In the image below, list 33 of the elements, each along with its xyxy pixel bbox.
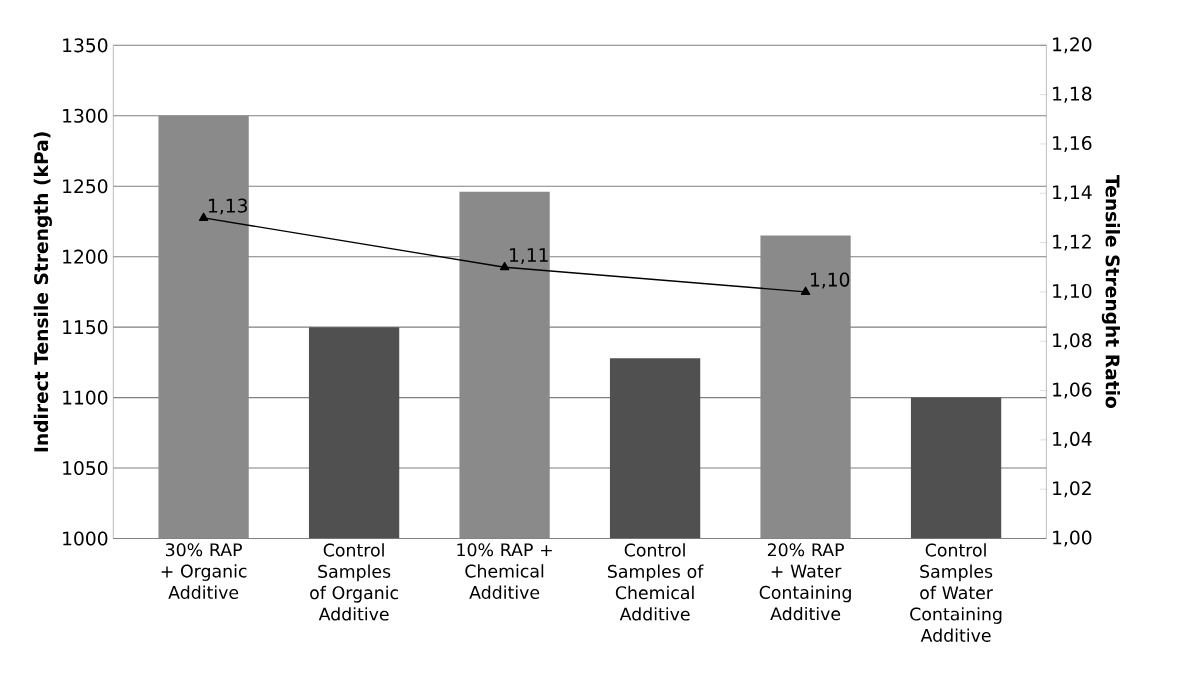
y2-axis-title: Tensile Strenght Ratio	[1101, 174, 1120, 408]
x-tick-label: 30% RAP + Organic Additive	[161, 543, 247, 599]
y-tick-label: 1100	[63, 390, 108, 405]
y2-tick-label: 1,06	[1053, 382, 1092, 399]
y2-tick-label: 1,02	[1053, 480, 1091, 497]
y-tick-label: 1250	[63, 178, 108, 194]
x-tick-label: Control Samples of Organic Additive	[310, 542, 398, 621]
y2-tick-label: 1,14	[1053, 185, 1092, 201]
x-tick-label: Control Samples of Chemical Additive	[608, 542, 704, 621]
y2-tick-label: 1,18	[1053, 86, 1092, 103]
y2-tick-label: 1,08	[1053, 332, 1092, 350]
y2-tick-label: 1,00	[1053, 530, 1092, 547]
point	[198, 212, 209, 221]
y-tick-label: 1150	[63, 319, 108, 334]
y2-tick-label: 1,16	[1053, 135, 1092, 152]
y2-tick-label: 1,12	[1053, 234, 1091, 251]
point	[800, 286, 811, 295]
x-tick-label: Control Samples of Water Containing Additive	[910, 542, 1002, 642]
y2-tick-label: 1,04	[1053, 431, 1092, 448]
y-tick-label: 1050	[63, 460, 108, 475]
y-tick-label: 1350	[63, 38, 108, 53]
x-tick-label: 10% RAP + Chemical Additive	[457, 543, 552, 599]
y-axis-title: Indirect Tensile Strength (kPa)	[33, 132, 52, 452]
y-tick-label: 1200	[63, 249, 108, 264]
y-tick-label: 1000	[63, 531, 108, 546]
y2-tick-label: 1,20	[1053, 37, 1092, 54]
y2-tick-label: 1,10	[1053, 283, 1092, 300]
data-label: 1,13	[208, 198, 247, 215]
point	[499, 261, 510, 271]
x-tick-label: 20% RAP + Water Containing Additive	[759, 543, 851, 621]
data-label: 1,10	[810, 272, 850, 289]
y-tick-label: 1300	[63, 108, 108, 123]
data-label: 1,11	[509, 247, 548, 264]
